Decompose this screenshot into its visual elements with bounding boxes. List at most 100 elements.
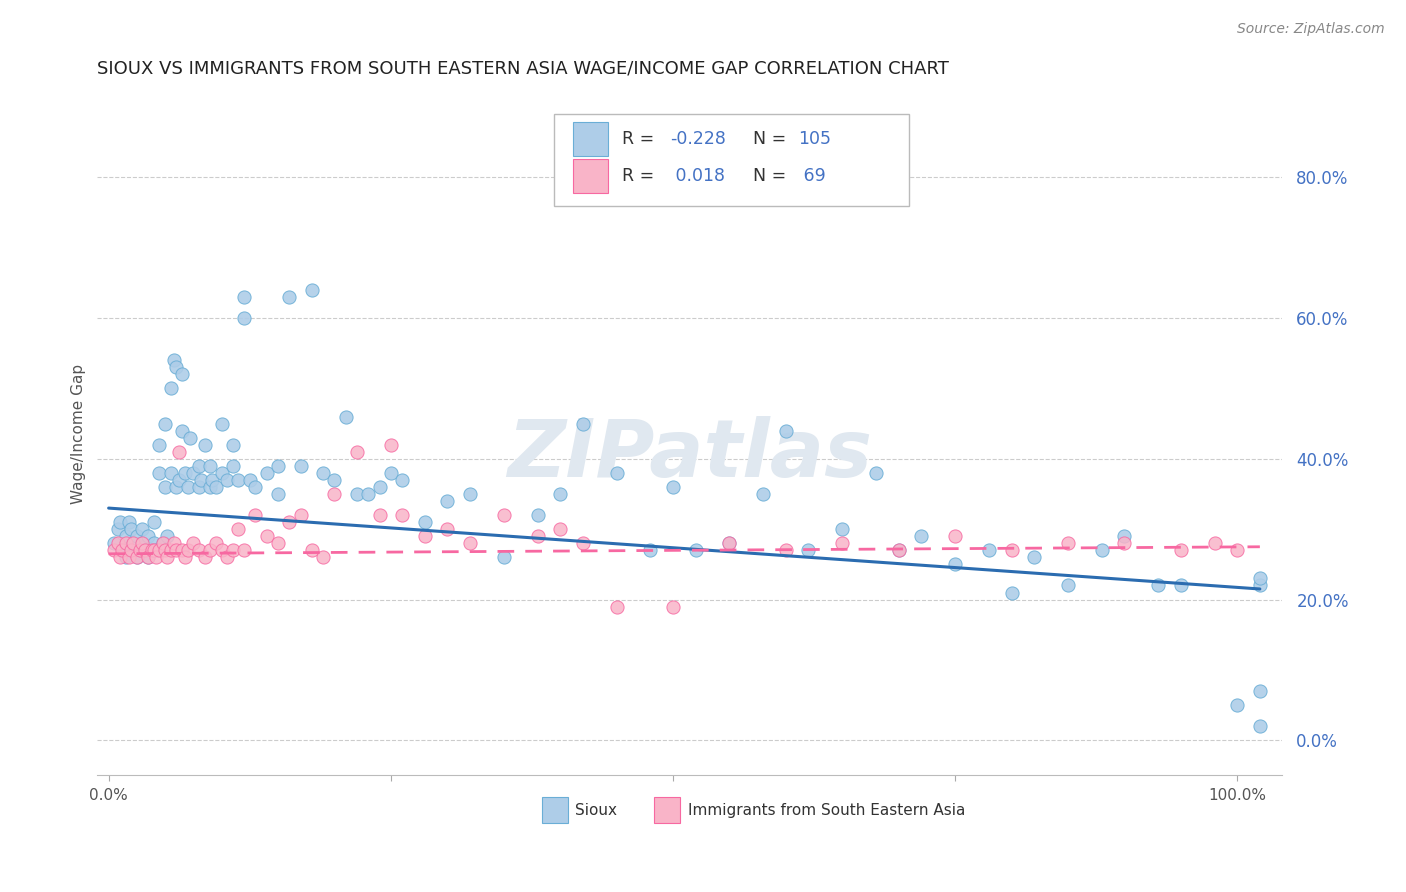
Point [233,311,256,326]
Point [718,536,741,550]
Text: R =: R = [623,168,659,186]
Point [165,360,187,375]
Text: 0.018: 0.018 [669,168,724,186]
Point [205,480,228,494]
Point [245,508,267,522]
Point [1249,684,1271,698]
Point [831,522,853,536]
Point [228,522,250,536]
Point [111,543,134,558]
Point [548,522,571,536]
Point [1091,543,1114,558]
Point [114,529,136,543]
Point [152,536,174,550]
Point [103,536,125,550]
Point [685,543,707,558]
Point [1170,578,1192,592]
Point [1147,578,1170,592]
Point [114,536,136,550]
Point [200,458,222,473]
Point [131,536,153,550]
Point [167,473,190,487]
Point [797,543,820,558]
Point [526,529,548,543]
Point [865,466,887,480]
Point [831,536,853,550]
Point [436,494,458,508]
Point [131,522,153,536]
Point [222,543,245,558]
Point [134,543,156,558]
Point [134,543,156,558]
Point [256,466,278,480]
Point [142,536,165,550]
Point [108,550,131,565]
Point [458,536,481,550]
Point [118,515,141,529]
Point [1114,529,1136,543]
Point [640,543,662,558]
Point [368,508,391,522]
Text: 105: 105 [797,129,831,148]
Point [228,473,250,487]
Bar [654,797,681,823]
Point [222,458,245,473]
Point [256,529,278,543]
Point [1226,698,1249,712]
Point [122,536,145,550]
Point [148,466,170,480]
Point [335,409,357,424]
Point [136,550,159,565]
Point [211,466,233,480]
Text: -0.228: -0.228 [669,129,725,148]
Point [301,283,323,297]
Point [775,424,797,438]
Point [211,543,233,558]
Point [148,543,170,558]
Point [159,382,181,396]
Point [153,480,176,494]
Point [165,480,187,494]
Point [153,543,176,558]
Point [167,445,190,459]
Point [346,445,368,459]
Point [131,536,153,550]
Point [1057,536,1080,550]
Point [122,536,145,550]
Point [165,543,187,558]
Point [267,487,290,501]
Text: R =: R = [623,129,659,148]
Point [1057,578,1080,592]
Point [413,529,436,543]
Text: SIOUX VS IMMIGRANTS FROM SOUTH EASTERN ASIA WAGE/INCOME GAP CORRELATION CHART: SIOUX VS IMMIGRANTS FROM SOUTH EASTERN A… [97,60,949,78]
Point [152,536,174,550]
Point [1170,543,1192,558]
Point [977,543,1000,558]
Point [217,473,239,487]
Point [290,508,312,522]
Point [217,550,239,565]
Point [222,438,245,452]
Point [301,543,323,558]
Point [245,480,267,494]
Point [492,508,515,522]
FancyBboxPatch shape [554,113,910,206]
Point [142,515,165,529]
Point [141,543,163,558]
Point [190,473,212,487]
Text: Immigrants from South Eastern Asia: Immigrants from South Eastern Asia [688,803,965,818]
Point [129,543,152,558]
Point [233,290,256,304]
Point [120,543,142,558]
Point [380,438,402,452]
Point [1249,571,1271,585]
Point [107,522,129,536]
Point [267,536,290,550]
Point [239,473,262,487]
Point [357,487,380,501]
Point [910,529,932,543]
Point [181,466,204,480]
Point [267,458,290,473]
Point [1000,543,1022,558]
Point [368,480,391,494]
